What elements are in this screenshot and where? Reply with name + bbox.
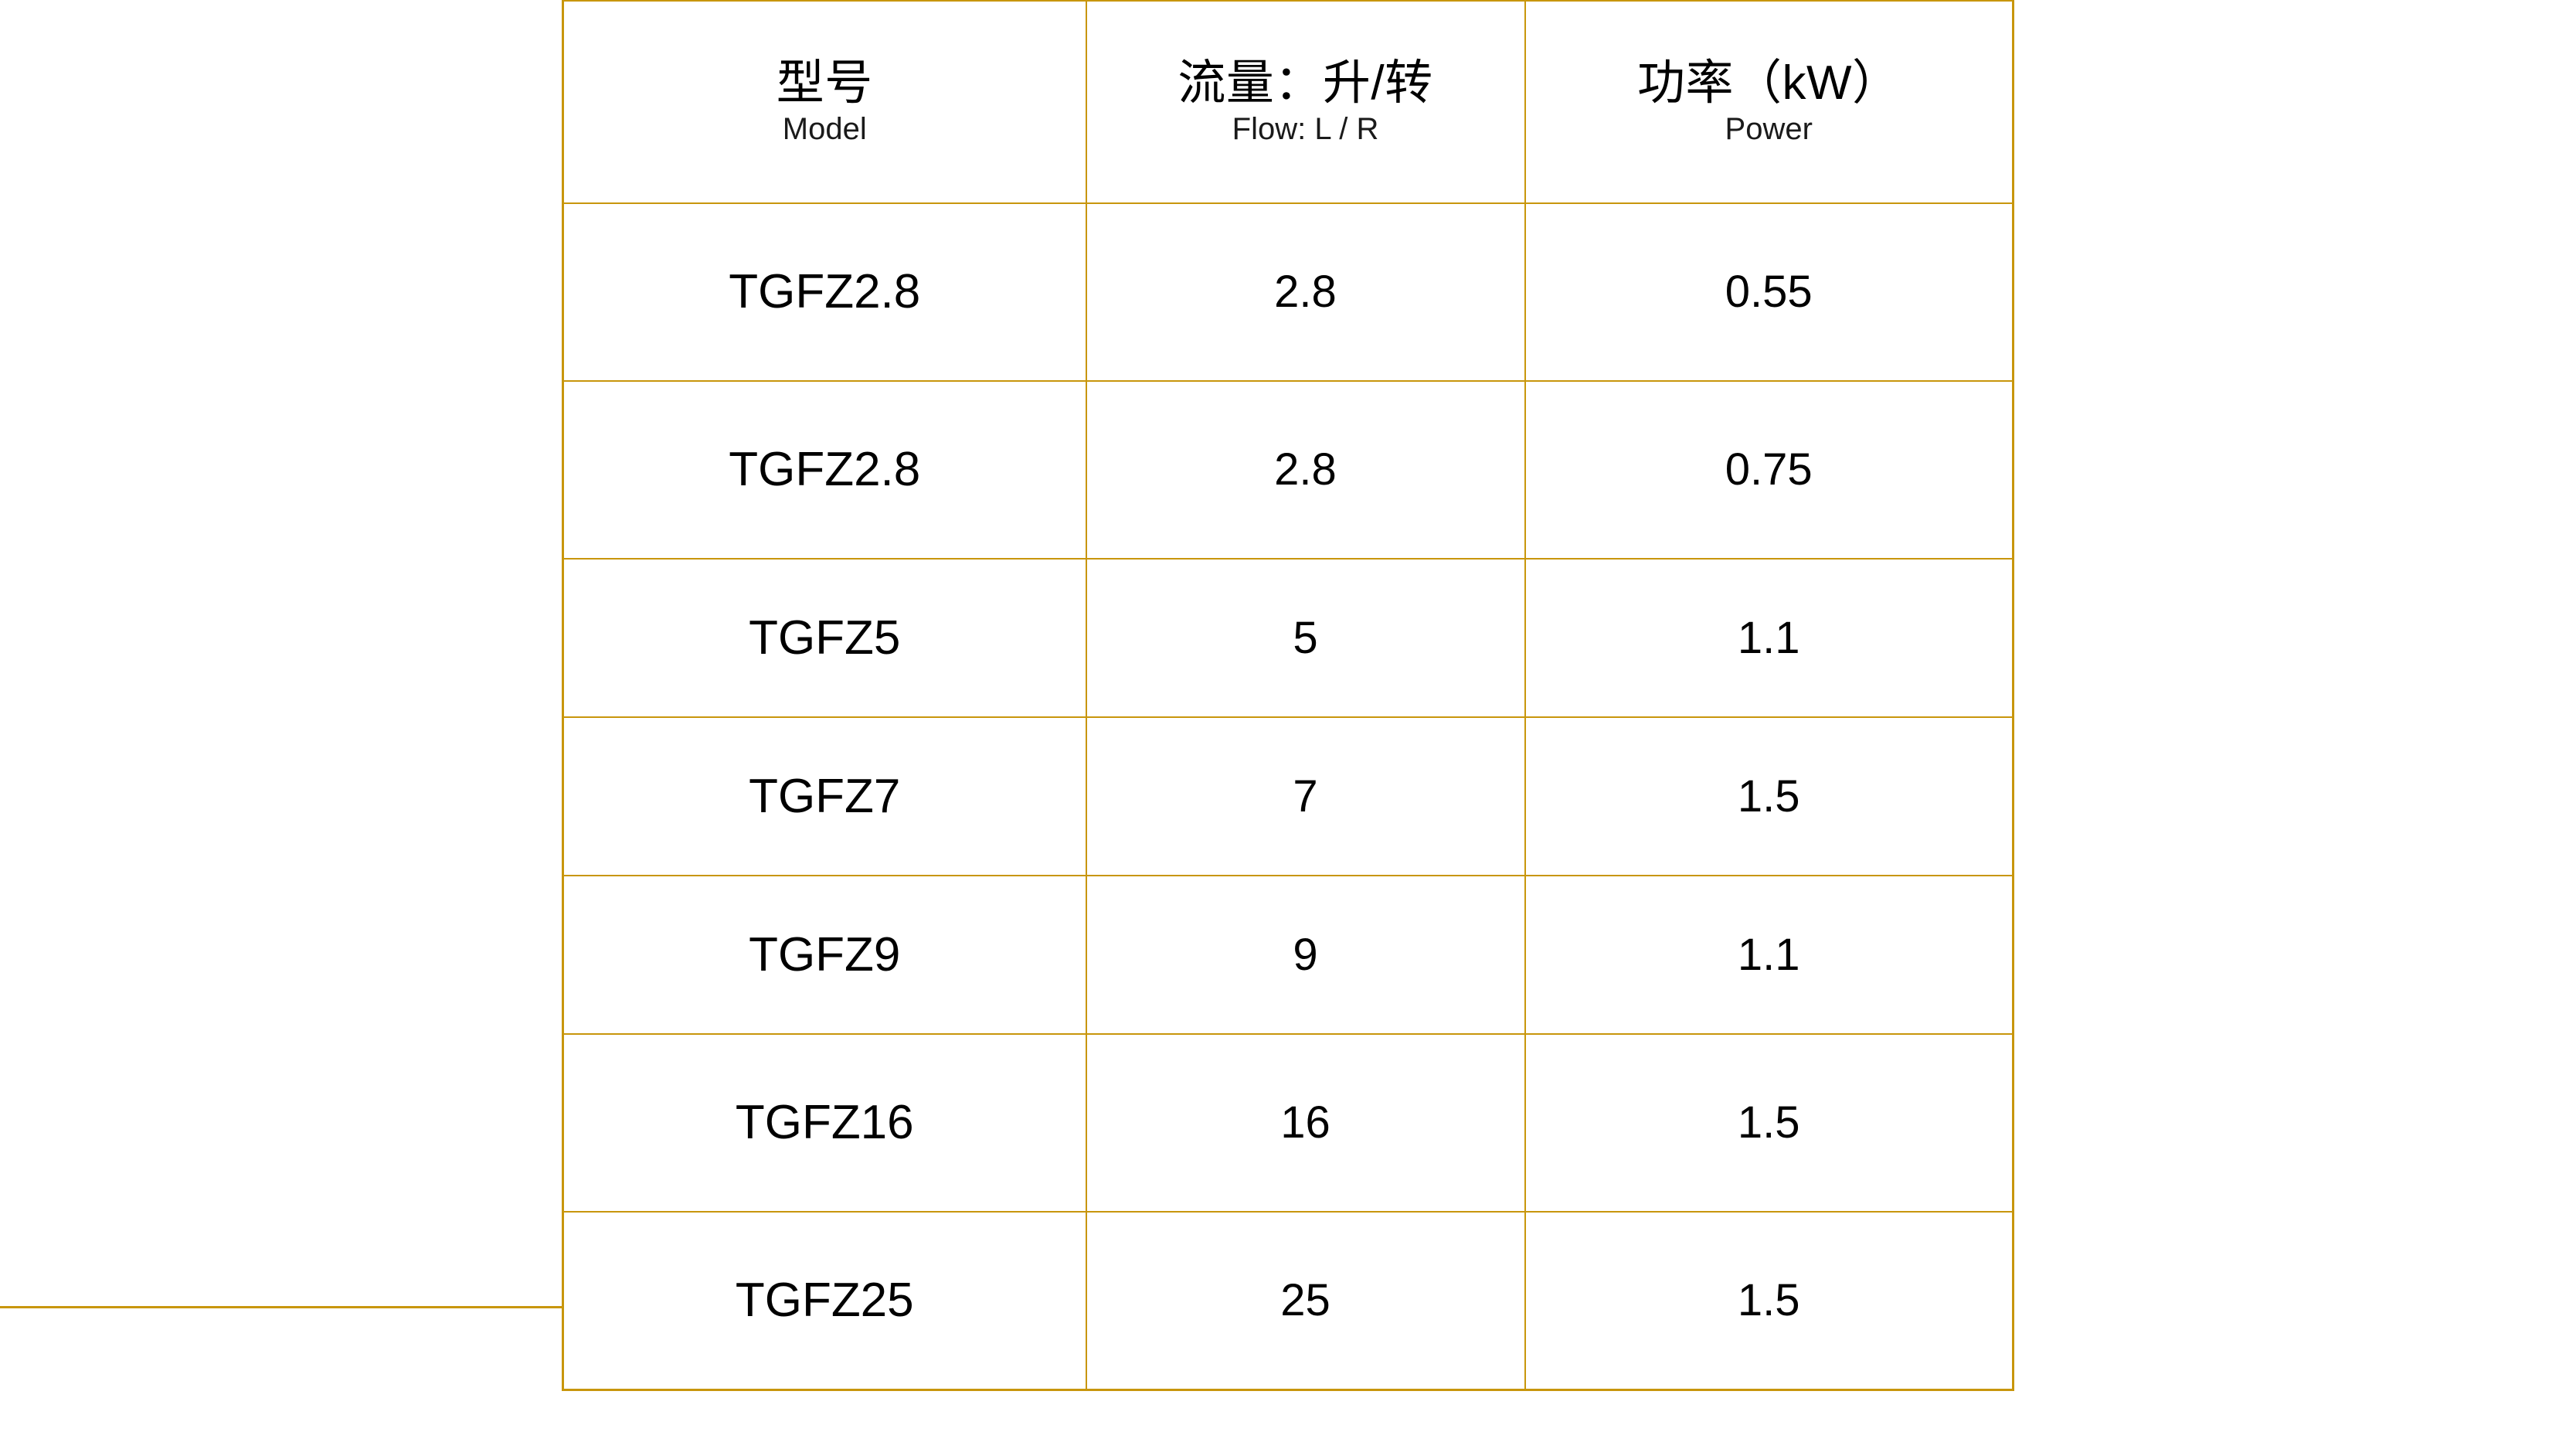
cell-power: 1.1 [1524,875,2014,1035]
table-row: TGFZ5 5 1.1 [562,558,2014,718]
specification-table: 型号 Model 流量：升/转 Flow: L / R 功率（kW） Power… [562,0,2014,1391]
table-row: TGFZ25 25 1.5 [562,1211,2014,1390]
cell-model-value: TGFZ2.8 [729,265,921,318]
table-row: TGFZ2.8 2.8 0.75 [562,380,2014,560]
column-header-flow-cn: 流量：升/转 [1178,56,1433,110]
cell-model: TGFZ7 [562,716,1087,876]
table-row: TGFZ9 9 1.1 [562,875,2014,1035]
cell-model: TGFZ25 [562,1211,1087,1390]
cell-power: 0.75 [1524,380,2014,560]
cell-power: 1.5 [1524,1211,2014,1390]
cell-model-value: TGFZ16 [735,1096,914,1149]
cell-flow: 9 [1085,875,1526,1035]
cell-power-value: 1.1 [1737,929,1800,980]
cell-flow: 25 [1085,1211,1526,1390]
column-header-power: 功率（kW） Power [1524,0,2014,204]
cell-model-value: TGFZ9 [749,927,901,981]
cell-flow: 5 [1085,558,1526,718]
column-header-model-cn: 型号 [776,56,873,110]
cell-flow: 2.8 [1085,380,1526,560]
table-body: TGFZ2.8 2.8 0.55 TGFZ2.8 2.8 0.75 TGFZ5 … [562,202,2014,1390]
cell-flow-value: 16 [1280,1097,1330,1148]
cell-power-value: 1.5 [1737,770,1800,821]
cell-power-value: 0.55 [1725,267,1813,317]
cell-power: 0.55 [1524,202,2014,382]
cell-model: TGFZ2.8 [562,380,1087,560]
cell-flow-value: 9 [1293,929,1318,980]
cell-model: TGFZ16 [562,1033,1087,1213]
cell-power-value: 1.5 [1737,1274,1800,1325]
cell-power-value: 1.1 [1737,612,1800,663]
cell-model-value: TGFZ5 [749,611,901,665]
column-header-power-en: Power [1725,112,1813,147]
column-header-flow: 流量：升/转 Flow: L / R [1085,0,1526,204]
cell-flow-value: 5 [1293,612,1318,663]
cell-model-value: TGFZ25 [735,1273,914,1327]
cell-flow-value: 2.8 [1274,444,1337,495]
table-header: 型号 Model 流量：升/转 Flow: L / R 功率（kW） Power [562,0,2014,204]
cell-flow: 16 [1085,1033,1526,1213]
cell-flow-value: 25 [1280,1274,1330,1325]
cell-power: 1.5 [1524,716,2014,876]
column-header-power-cn: 功率（kW） [1636,56,1901,110]
cell-model: TGFZ5 [562,558,1087,718]
cell-power-value: 0.75 [1725,444,1813,495]
cell-power: 1.1 [1524,558,2014,718]
cell-flow-value: 2.8 [1274,267,1337,317]
column-header-model: 型号 Model [562,0,1087,204]
cell-flow: 2.8 [1085,202,1526,382]
cell-power-value: 1.5 [1737,1097,1800,1148]
cell-flow-value: 7 [1293,770,1318,821]
cell-model: TGFZ2.8 [562,202,1087,382]
table-row: TGFZ16 16 1.5 [562,1033,2014,1213]
cell-model: TGFZ9 [562,875,1087,1035]
cell-model-value: TGFZ2.8 [729,443,921,496]
column-header-flow-en: Flow: L / R [1232,112,1379,147]
column-header-model-en: Model [782,112,867,147]
table-row: TGFZ7 7 1.5 [562,716,2014,876]
table-header-row: 型号 Model 流量：升/转 Flow: L / R 功率（kW） Power [562,0,2014,204]
specification-table-container: 型号 Model 流量：升/转 Flow: L / R 功率（kW） Power… [562,0,2014,1445]
cell-power: 1.5 [1524,1033,2014,1213]
cell-flow: 7 [1085,716,1526,876]
cell-model-value: TGFZ7 [749,769,901,823]
table-row: TGFZ2.8 2.8 0.55 [562,202,2014,382]
